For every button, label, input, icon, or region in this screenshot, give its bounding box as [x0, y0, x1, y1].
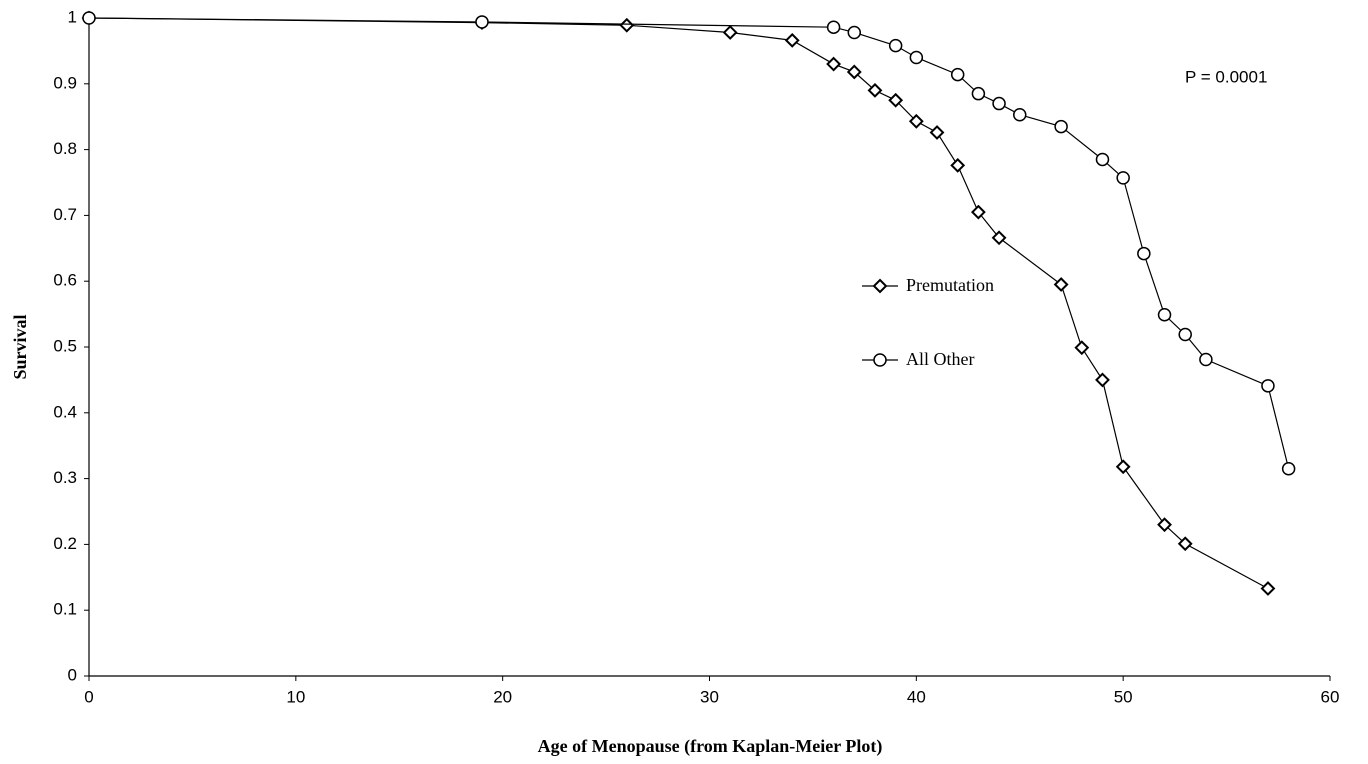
data-point [1281, 461, 1296, 476]
data-point [950, 67, 965, 82]
data-point [1054, 119, 1068, 134]
data-point [1116, 171, 1130, 185]
y-tick-label: 0.4 [53, 402, 77, 421]
x-tick-label: 40 [907, 687, 926, 706]
x-tick-label: 60 [1321, 687, 1340, 706]
data-point [888, 92, 904, 108]
data-point [1157, 517, 1172, 533]
x-tick-label: 0 [84, 687, 93, 706]
legend-marker [873, 353, 887, 367]
x-axis-label: Age of Menopause (from Kaplan-Meier Plot… [538, 736, 883, 757]
data-point [950, 157, 966, 173]
data-point [722, 25, 738, 40]
data-point [82, 11, 96, 25]
data-point [971, 86, 986, 101]
data-point [908, 113, 924, 129]
y-tick-label: 0 [68, 665, 77, 684]
data-point [1013, 107, 1027, 122]
y-tick-label: 0.8 [53, 139, 77, 158]
data-point [909, 50, 924, 65]
y-tick-label: 0.5 [53, 336, 77, 355]
legend: Premutation All Other [862, 275, 994, 369]
data-point [1115, 459, 1131, 475]
data-point [846, 64, 862, 80]
series-line [88, 17, 1290, 469]
data-point [970, 204, 986, 220]
data-point [888, 38, 903, 53]
legend-marker [872, 278, 888, 294]
data-point [1260, 581, 1276, 596]
data-point [1137, 246, 1151, 261]
y-tick-label: 0.2 [53, 534, 77, 553]
legend-label: All Other [906, 349, 974, 369]
data-point [929, 125, 945, 140]
y-tick-label: 0.9 [53, 73, 77, 92]
data-point [826, 56, 842, 72]
y-axis-label: Survival [10, 314, 30, 379]
data-point [847, 25, 862, 40]
data-point [475, 15, 489, 29]
x-tick-label: 20 [493, 687, 512, 706]
data-point [867, 82, 883, 98]
data-point [1177, 536, 1193, 552]
data-point [826, 20, 841, 34]
data-point [1261, 379, 1275, 393]
data-point [1053, 277, 1069, 292]
data-point [1095, 372, 1110, 388]
data-point [619, 17, 635, 33]
data-point [991, 230, 1007, 246]
y-tick-label: 0.7 [53, 205, 77, 224]
y-tick-label: 0.1 [53, 600, 77, 619]
y-tick-label: 0.3 [53, 468, 77, 487]
annotation: P = 0.0001 [1185, 67, 1267, 86]
y-tick-label: 0.6 [53, 271, 77, 290]
data-point [1157, 308, 1172, 322]
x-tick-label: 30 [700, 687, 719, 706]
y-tick-label: 1 [68, 7, 77, 26]
data-point [1095, 152, 1110, 167]
x-tick-label: 50 [1114, 687, 1133, 706]
data-point [1199, 352, 1213, 367]
series-line [88, 17, 1269, 590]
x-tick-label: 10 [286, 687, 305, 706]
legend-label: Premutation [906, 275, 994, 295]
data-point [784, 32, 800, 48]
data-point [1178, 327, 1192, 342]
data-point [992, 96, 1006, 111]
data-point [1074, 340, 1090, 356]
